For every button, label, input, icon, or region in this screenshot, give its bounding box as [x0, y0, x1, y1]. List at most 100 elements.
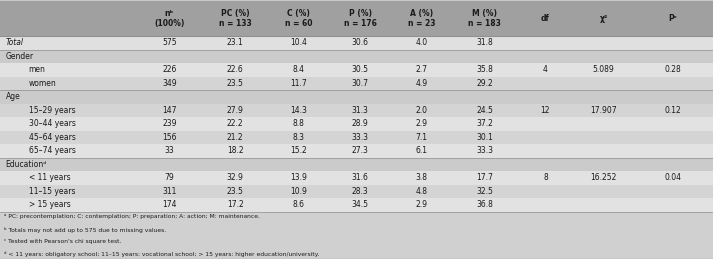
Bar — [0, 50, 713, 63]
Text: 23.5: 23.5 — [227, 79, 244, 88]
Text: 30.6: 30.6 — [352, 38, 369, 47]
Text: C (%)
n = 60: C (%) n = 60 — [284, 9, 312, 28]
Text: 5.089: 5.089 — [593, 66, 615, 74]
Bar — [0, 90, 713, 104]
Text: ᵃ PC: precontemplation; C: contemplation; P: preparation; A: action; M: maintena: ᵃ PC: precontemplation; C: contemplation… — [4, 214, 260, 219]
Bar — [0, 158, 713, 171]
Text: 18.2: 18.2 — [227, 146, 244, 155]
Text: 7.1: 7.1 — [416, 133, 428, 142]
Text: Gender: Gender — [6, 52, 34, 61]
Text: 239: 239 — [162, 119, 177, 128]
Text: 2.9: 2.9 — [416, 200, 428, 210]
Text: 27.9: 27.9 — [227, 106, 244, 115]
Text: 24.5: 24.5 — [476, 106, 493, 115]
Text: Pᶜ: Pᶜ — [669, 14, 677, 23]
Text: 8.6: 8.6 — [292, 200, 304, 210]
Text: 2.7: 2.7 — [416, 66, 428, 74]
Text: 311: 311 — [162, 187, 177, 196]
Text: 32.9: 32.9 — [227, 174, 244, 182]
Text: 30.1: 30.1 — [476, 133, 493, 142]
Text: 2.9: 2.9 — [416, 119, 428, 128]
Text: 16.252: 16.252 — [590, 174, 617, 182]
Text: 29.2: 29.2 — [476, 79, 493, 88]
Text: 33.3: 33.3 — [476, 146, 493, 155]
Text: 45–64 years: 45–64 years — [29, 133, 76, 142]
Text: > 15 years: > 15 years — [29, 200, 71, 210]
Text: 28.9: 28.9 — [352, 119, 369, 128]
Text: 14.3: 14.3 — [290, 106, 307, 115]
Text: A (%)
n = 23: A (%) n = 23 — [408, 9, 436, 28]
Bar — [0, 212, 713, 258]
Text: 65–74 years: 65–74 years — [29, 146, 76, 155]
Text: 226: 226 — [162, 66, 177, 74]
Text: 31.3: 31.3 — [352, 106, 369, 115]
Text: 33: 33 — [165, 146, 174, 155]
Bar — [0, 185, 713, 198]
Text: 17.907: 17.907 — [590, 106, 617, 115]
Text: ᵈ < 11 years: obligatory school; 11–15 years: vocational school; > 15 years: hig: ᵈ < 11 years: obligatory school; 11–15 y… — [4, 251, 319, 257]
Text: 156: 156 — [162, 133, 177, 142]
Text: 147: 147 — [162, 106, 177, 115]
Text: 37.2: 37.2 — [476, 119, 493, 128]
Text: 4.8: 4.8 — [416, 187, 428, 196]
Bar — [0, 63, 713, 77]
Text: 8.4: 8.4 — [292, 66, 304, 74]
Text: 11.7: 11.7 — [290, 79, 307, 88]
Text: 79: 79 — [165, 174, 174, 182]
Text: 8.3: 8.3 — [292, 133, 304, 142]
Text: 17.7: 17.7 — [476, 174, 493, 182]
Text: 12: 12 — [540, 106, 550, 115]
Text: women: women — [29, 79, 56, 88]
Text: 15–29 years: 15–29 years — [29, 106, 75, 115]
Text: 31.8: 31.8 — [476, 38, 493, 47]
Text: men: men — [29, 66, 46, 74]
Text: 10.9: 10.9 — [290, 187, 307, 196]
Text: < 11 years: < 11 years — [29, 174, 70, 182]
Text: χ²: χ² — [600, 14, 607, 23]
Text: 36.8: 36.8 — [476, 200, 493, 210]
Text: 35.8: 35.8 — [476, 66, 493, 74]
Text: 349: 349 — [162, 79, 177, 88]
Text: 28.3: 28.3 — [352, 187, 369, 196]
Text: 11–15 years: 11–15 years — [29, 187, 75, 196]
Text: 21.2: 21.2 — [227, 133, 244, 142]
Text: 34.5: 34.5 — [352, 200, 369, 210]
Text: 0.04: 0.04 — [665, 174, 682, 182]
Text: 27.3: 27.3 — [352, 146, 369, 155]
Text: 2.0: 2.0 — [416, 106, 428, 115]
Text: 22.2: 22.2 — [227, 119, 244, 128]
Text: 10.4: 10.4 — [290, 38, 307, 47]
Text: 13.9: 13.9 — [290, 174, 307, 182]
Text: 575: 575 — [162, 38, 177, 47]
Bar — [0, 1, 713, 36]
Text: PC (%)
n = 133: PC (%) n = 133 — [219, 9, 252, 28]
Text: Educationᵈ: Educationᵈ — [6, 160, 47, 169]
Text: 4.9: 4.9 — [416, 79, 428, 88]
Text: 0.12: 0.12 — [665, 106, 682, 115]
Text: 3.8: 3.8 — [416, 174, 428, 182]
Bar — [0, 104, 713, 117]
Text: nᵇ
(100%): nᵇ (100%) — [154, 9, 185, 28]
Text: 23.1: 23.1 — [227, 38, 244, 47]
Text: 23.5: 23.5 — [227, 187, 244, 196]
Text: ᶜ Tested with Pearson's chi square test.: ᶜ Tested with Pearson's chi square test. — [4, 239, 121, 244]
Text: ᵇ Totals may not add up to 575 due to missing values.: ᵇ Totals may not add up to 575 due to mi… — [4, 227, 165, 233]
Text: 0.28: 0.28 — [665, 66, 682, 74]
Bar — [0, 171, 713, 185]
Text: 33.3: 33.3 — [352, 133, 369, 142]
Text: df: df — [541, 14, 550, 23]
Text: Age: Age — [6, 92, 21, 102]
Text: 17.2: 17.2 — [227, 200, 244, 210]
Text: 30.7: 30.7 — [352, 79, 369, 88]
Text: 30.5: 30.5 — [352, 66, 369, 74]
Text: P (%)
n = 176: P (%) n = 176 — [344, 9, 376, 28]
Text: 15.2: 15.2 — [290, 146, 307, 155]
Text: 30–44 years: 30–44 years — [29, 119, 76, 128]
Text: 8.8: 8.8 — [292, 119, 304, 128]
Bar — [0, 117, 713, 131]
Text: 32.5: 32.5 — [476, 187, 493, 196]
Text: M (%)
n = 183: M (%) n = 183 — [468, 9, 501, 28]
Bar — [0, 198, 713, 212]
Bar — [0, 131, 713, 144]
Text: 174: 174 — [162, 200, 177, 210]
